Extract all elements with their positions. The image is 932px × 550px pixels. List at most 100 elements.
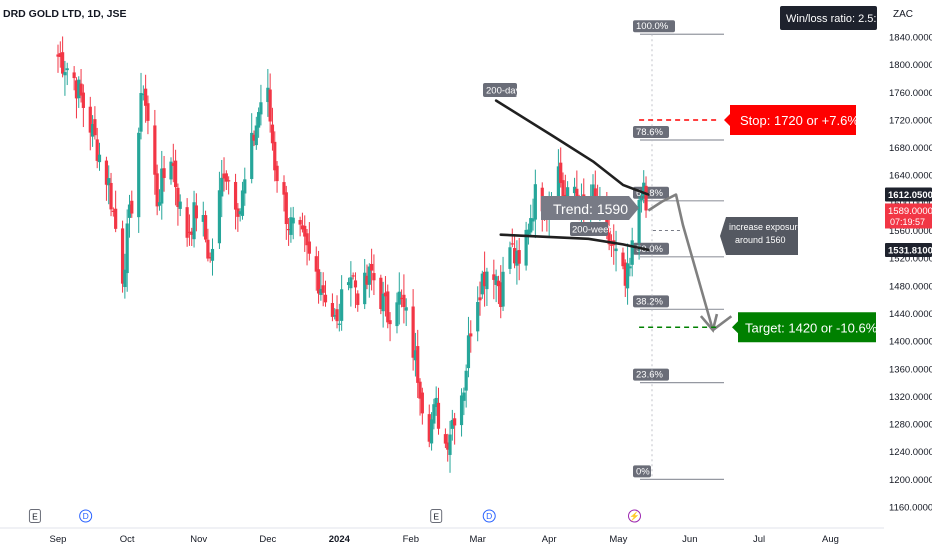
candle-body[interactable]: [333, 315, 337, 317]
candle-body[interactable]: [512, 248, 517, 264]
candle-body[interactable]: [340, 289, 344, 321]
candle-body[interactable]: [494, 276, 498, 285]
candle-body[interactable]: [526, 229, 531, 235]
candle-body[interactable]: [335, 309, 339, 322]
earnings-event-marker[interactable]: [430, 509, 443, 523]
drawing-layer[interactable]: 200-day 200-week Trend: 1590 increase expos…: [483, 83, 878, 343]
candle-body[interactable]: [566, 187, 570, 198]
candle-body[interactable]: [287, 228, 291, 231]
candle-body[interactable]: [275, 165, 279, 182]
candle-body[interactable]: [337, 323, 341, 325]
candle-body[interactable]: [266, 87, 270, 103]
candle-body[interactable]: [607, 228, 611, 245]
candle-body[interactable]: [123, 269, 127, 288]
candle-body[interactable]: [623, 262, 627, 286]
dividend-event-marker[interactable]: [482, 509, 496, 523]
candle-body[interactable]: [524, 229, 528, 266]
candle-body[interactable]: [353, 280, 358, 288]
candle-body[interactable]: [155, 173, 159, 207]
candle-body[interactable]: [111, 210, 115, 212]
candle-body[interactable]: [429, 419, 434, 444]
candle-body[interactable]: [515, 250, 519, 266]
candle-body[interactable]: [185, 207, 189, 238]
candle-body[interactable]: [273, 141, 277, 171]
candle-body[interactable]: [194, 205, 198, 219]
candle-body[interactable]: [79, 83, 83, 96]
candle-body[interactable]: [510, 243, 514, 245]
fibonacci-retracement[interactable]: 100.0% 78.6% 61.8% 50.0% 38.2% 23.6% 0%: [633, 20, 724, 480]
candle-body[interactable]: [397, 291, 401, 305]
candle-body[interactable]: [107, 178, 111, 186]
candle-body[interactable]: [349, 277, 353, 289]
candle-body[interactable]: [367, 266, 371, 285]
candle-body[interactable]: [561, 180, 565, 197]
candle-body[interactable]: [556, 166, 561, 200]
candle-body[interactable]: [56, 54, 60, 57]
candle-body[interactable]: [330, 302, 335, 317]
candle-body[interactable]: [220, 177, 224, 197]
candle-body[interactable]: [250, 132, 254, 179]
candle-body[interactable]: [448, 434, 452, 455]
candle-body[interactable]: [644, 185, 648, 211]
candle-body[interactable]: [270, 124, 275, 144]
candle-body[interactable]: [114, 208, 118, 229]
candle-body[interactable]: [137, 132, 141, 218]
candle-body[interactable]: [575, 188, 579, 198]
win-loss-ratio-box[interactable]: [780, 6, 877, 30]
candle-body[interactable]: [178, 201, 182, 209]
candle-body[interactable]: [436, 402, 441, 429]
candle-body[interactable]: [346, 282, 351, 286]
candle-body[interactable]: [625, 263, 630, 289]
candle-body[interactable]: [252, 134, 256, 141]
candle-body[interactable]: [243, 179, 247, 194]
candle-body[interactable]: [395, 302, 399, 327]
candle-body[interactable]: [176, 187, 180, 207]
candle-body[interactable]: [462, 392, 466, 401]
candle-body[interactable]: [187, 231, 192, 234]
candle-body[interactable]: [399, 297, 404, 300]
candle-body[interactable]: [303, 225, 307, 237]
candle-body[interactable]: [95, 139, 99, 161]
candle-body[interactable]: [321, 285, 325, 293]
candle-body[interactable]: [464, 370, 468, 391]
candle-body[interactable]: [227, 180, 231, 182]
candle-body[interactable]: [559, 162, 563, 184]
candle-body[interactable]: [386, 291, 390, 323]
candle-body[interactable]: [58, 53, 62, 57]
candle-body[interactable]: [222, 173, 226, 179]
candle-body[interactable]: [628, 266, 632, 269]
candle-body[interactable]: [453, 418, 457, 426]
candle-body[interactable]: [418, 381, 422, 399]
candle-body[interactable]: [459, 395, 464, 426]
candle-body[interactable]: [61, 52, 65, 74]
candle-body[interactable]: [388, 320, 392, 325]
candle-body[interactable]: [383, 292, 388, 297]
candle-body[interactable]: [351, 275, 355, 277]
candle-body[interactable]: [450, 419, 454, 429]
candle-body[interactable]: [233, 181, 238, 210]
candle-body[interactable]: [127, 204, 132, 218]
candle-body[interactable]: [404, 307, 408, 311]
candle-body[interactable]: [93, 119, 97, 136]
candle-body[interactable]: [372, 273, 376, 281]
candle-body[interactable]: [496, 280, 501, 287]
event-markers[interactable]: E D E D ⚡: [28, 509, 641, 523]
candle-body[interactable]: [476, 302, 480, 332]
candle-body[interactable]: [240, 190, 245, 216]
candle-body[interactable]: [192, 202, 196, 240]
split-event-marker[interactable]: [628, 509, 641, 523]
candle-body[interactable]: [469, 333, 473, 337]
ma-200-week-line[interactable]: [499, 233, 650, 252]
price-axis[interactable]: 1840.0000 1800.0000 1760.0000 1720.0000 1680…: [780, 0, 932, 520]
stop-callout[interactable]: [724, 104, 856, 135]
candle-body[interactable]: [316, 269, 321, 294]
candle-body[interactable]: [443, 434, 448, 444]
candle-body[interactable]: [289, 217, 293, 235]
candle-body[interactable]: [305, 233, 309, 246]
candle-body[interactable]: [411, 306, 415, 358]
candle-body[interactable]: [120, 228, 125, 284]
candle-body[interactable]: [282, 182, 286, 195]
candle-body[interactable]: [190, 231, 194, 235]
candle-body[interactable]: [480, 273, 484, 295]
candle-body[interactable]: [427, 414, 431, 442]
